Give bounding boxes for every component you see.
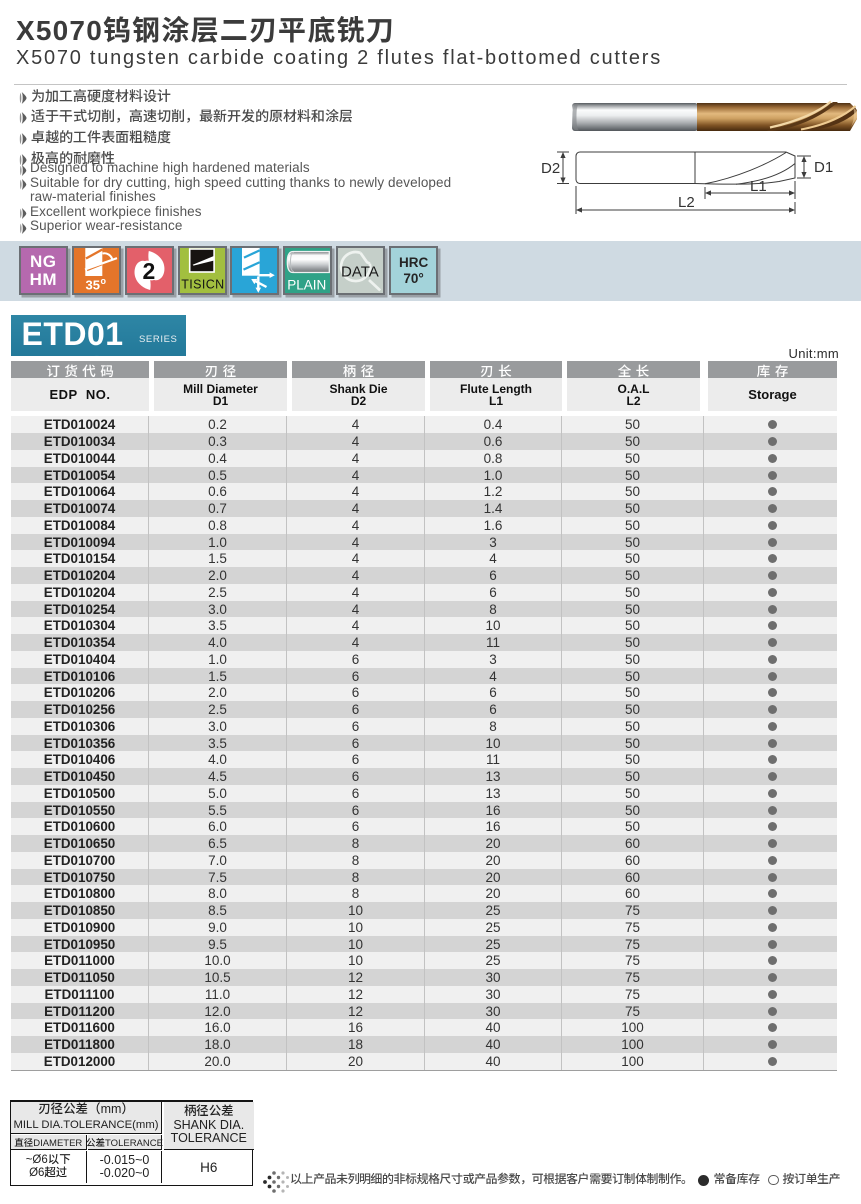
svg-text:PLAIN: PLAIN: [287, 278, 326, 293]
svg-text:35: 35: [85, 278, 99, 293]
svg-text:L2: L2: [678, 194, 695, 211]
svg-text:L1: L1: [750, 178, 767, 195]
svg-text:D2: D2: [541, 160, 560, 177]
svg-text:o: o: [100, 276, 106, 286]
svg-text:D1: D1: [814, 159, 833, 176]
svg-text:2: 2: [142, 258, 155, 284]
svg-text:DATA: DATA: [341, 264, 379, 281]
svg-text:TISICN: TISICN: [181, 278, 224, 292]
